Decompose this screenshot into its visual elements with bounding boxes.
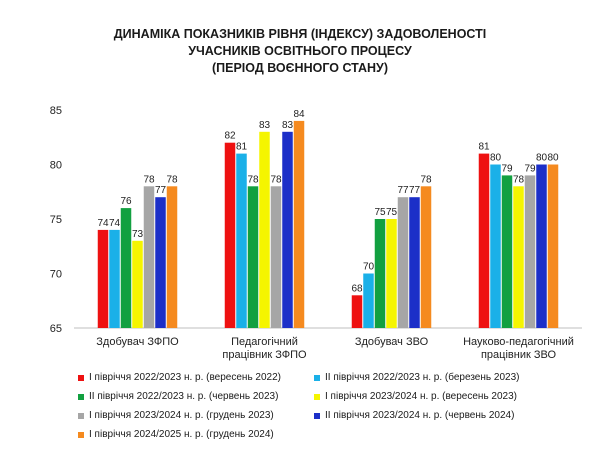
data-label: 80	[536, 153, 548, 164]
bar	[501, 175, 513, 328]
x-tick-label: Науково-педагогічний	[463, 336, 574, 348]
bar	[236, 153, 247, 328]
data-label: 77	[409, 185, 421, 196]
bar	[524, 175, 536, 328]
data-label: 74	[97, 218, 109, 229]
data-label: 82	[224, 131, 236, 142]
bar	[293, 120, 305, 329]
bar	[120, 208, 132, 328]
legend-label: ІІ півріччя 2022/2023 н. р. (червень 202…	[89, 391, 279, 402]
chart-title: ДИНАМІКА ПОКАЗНИКІВ РІВНЯ (ІНДЕКСУ) ЗАДО…	[0, 26, 600, 77]
x-tick-label: Педагогічний	[231, 336, 298, 348]
bar	[270, 186, 282, 328]
x-tick-label: Здобувач ЗВО	[355, 336, 429, 348]
data-label: 75	[374, 207, 386, 218]
legend-item: І півріччя 2024/2025 н. р. (грудень 2024…	[78, 425, 314, 444]
bar	[143, 186, 155, 328]
chart-title-line-3: (ПЕРІОД ВОЄННОГО СТАНУ)	[211, 61, 388, 75]
legend-label: І півріччя 2022/2023 н. р. (вересень 202…	[89, 372, 282, 383]
legend-label: І півріччя 2023/2024 н. р. (грудень 2023…	[89, 410, 274, 421]
data-label: 75	[386, 207, 398, 218]
data-label: 83	[282, 120, 294, 131]
bar	[97, 229, 109, 328]
data-label: 78	[420, 174, 432, 185]
chart-legend: І півріччя 2022/2023 н. р. (вересень 202…	[78, 368, 578, 444]
bar	[478, 153, 490, 328]
bar	[363, 273, 374, 328]
data-label: 73	[132, 229, 144, 240]
bar	[547, 164, 559, 328]
data-label: 81	[478, 142, 490, 153]
y-tick-label: 65	[50, 323, 62, 335]
bar	[155, 197, 166, 328]
bar	[490, 164, 501, 328]
bar	[132, 240, 143, 328]
bar	[224, 142, 236, 328]
x-tick-label: працівник ЗФПО	[222, 349, 307, 361]
bar	[374, 219, 386, 328]
data-label: 78	[166, 174, 178, 185]
chart-title-line-1: ДИНАМІКА ПОКАЗНИКІВ РІВНЯ (ІНДЕКСУ) ЗАДО…	[113, 27, 487, 41]
legend-swatch	[314, 412, 320, 419]
bar	[420, 186, 432, 328]
data-label: 83	[259, 120, 271, 131]
data-label: 81	[236, 142, 248, 153]
data-label: 80	[547, 153, 559, 164]
data-label: 78	[513, 174, 525, 185]
bar	[109, 229, 120, 328]
data-label: 74	[109, 218, 121, 229]
legend-swatch	[78, 431, 84, 438]
data-label: 84	[293, 109, 305, 120]
bar	[409, 197, 420, 328]
legend-item: ІІ півріччя 2022/2023 н. р. (березень 20…	[314, 368, 519, 387]
bar	[247, 186, 259, 328]
bar	[166, 186, 178, 328]
legend-item: ІІ півріччя 2022/2023 н. р. (червень 202…	[78, 387, 314, 406]
legend-label: ІІ півріччя 2023/2024 н. р. (червень 202…	[325, 410, 515, 421]
y-tick-label: 70	[50, 269, 62, 281]
legend-swatch	[314, 393, 320, 400]
bar	[397, 197, 409, 328]
data-label: 70	[363, 262, 375, 273]
data-label: 76	[120, 196, 132, 207]
data-label: 80	[490, 153, 502, 164]
legend-item: І півріччя 2023/2024 н. р. (грудень 2023…	[78, 406, 314, 425]
x-tick-label: працівник ЗВО	[481, 349, 556, 361]
bar	[386, 219, 397, 328]
legend-swatch	[314, 374, 320, 381]
legend-item: І півріччя 2022/2023 н. р. (вересень 202…	[78, 368, 314, 387]
chart-title-line-2: УЧАСНИКІВ ОСВІТНЬОГО ПРОЦЕСУ	[188, 44, 412, 58]
x-tick-label: Здобувач ЗФПО	[96, 336, 179, 348]
bar	[513, 186, 524, 328]
y-tick-label: 80	[50, 160, 62, 172]
legend-swatch	[78, 374, 84, 381]
data-label: 78	[143, 174, 155, 185]
legend-label: І півріччя 2024/2025 н. р. (грудень 2024…	[89, 429, 274, 440]
bar	[351, 295, 363, 328]
data-label: 68	[351, 283, 363, 294]
y-tick-label: 85	[50, 105, 62, 117]
bar	[259, 131, 270, 328]
data-label: 78	[247, 174, 259, 185]
bar	[536, 164, 547, 328]
data-label: 77	[397, 185, 409, 196]
legend-swatch	[78, 393, 84, 400]
bar	[282, 131, 293, 328]
legend-label: І півріччя 2023/2024 н. р. (вересень 202…	[325, 391, 518, 402]
data-label: 79	[524, 163, 536, 174]
legend-item: ІІ півріччя 2023/2024 н. р. (червень 202…	[314, 406, 514, 425]
data-label: 78	[270, 174, 282, 185]
legend-item: І півріччя 2023/2024 н. р. (вересень 202…	[314, 387, 517, 406]
data-label: 77	[155, 185, 167, 196]
legend-swatch	[78, 412, 84, 419]
legend-label: ІІ півріччя 2022/2023 н. р. (березень 20…	[325, 372, 520, 383]
y-tick-label: 75	[50, 214, 62, 226]
data-label: 79	[501, 163, 513, 174]
